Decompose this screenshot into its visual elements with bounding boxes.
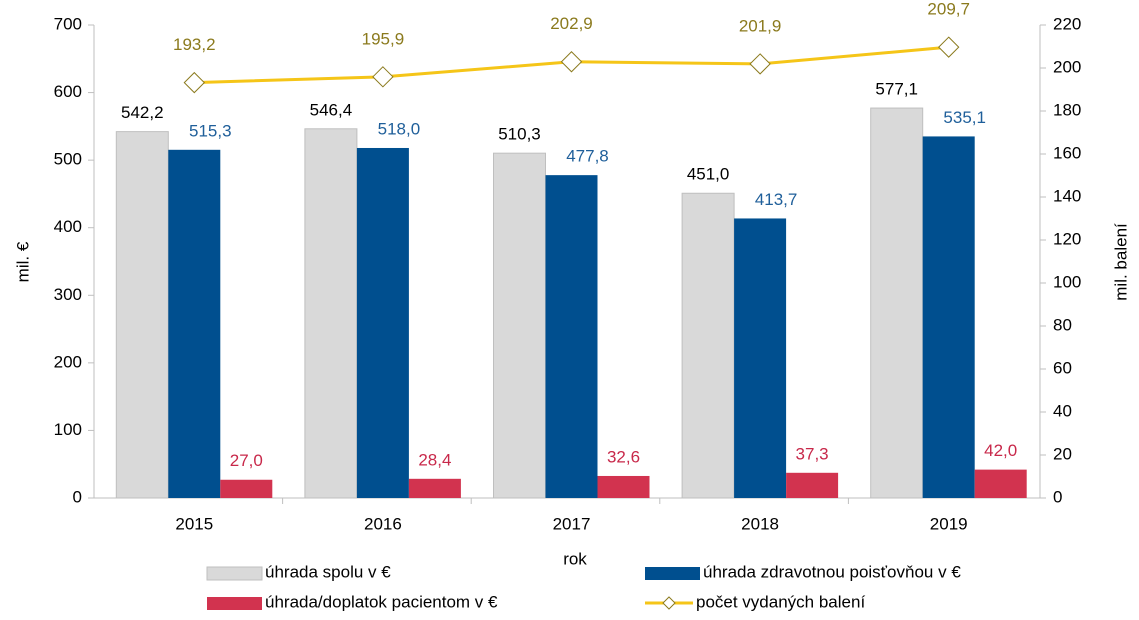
value-label: 546,4 (310, 100, 353, 119)
bar (870, 107, 924, 499)
value-label: 515,3 (189, 121, 232, 140)
y2-tick-label: 20 (1053, 444, 1072, 463)
legend-label: úhrada zdravotnou poisťovňou v € (703, 562, 961, 581)
y-tick-label: 500 (54, 150, 82, 169)
legend-swatch (206, 566, 263, 581)
legend-swatch (645, 567, 700, 580)
y2-tick-label: 160 (1053, 143, 1081, 162)
y2-tick-label: 120 (1053, 229, 1081, 248)
y2-axis-label: mil. balení (1111, 223, 1130, 301)
y-tick-label: 100 (54, 420, 82, 439)
marker (937, 36, 960, 58)
y2-tick-label: 80 (1053, 315, 1072, 334)
y2-tick-label: 140 (1053, 186, 1081, 205)
y-axis-label: mil. € (13, 241, 32, 282)
x-tick-label: 2017 (553, 514, 591, 533)
value-label: 542,2 (121, 103, 164, 122)
value-label: 209,7 (927, 0, 970, 19)
marker (560, 51, 583, 73)
value-label: 28,4 (418, 450, 451, 469)
y2-tick-label: 60 (1053, 358, 1072, 377)
marker (749, 53, 771, 75)
bar (220, 479, 273, 498)
legend-label: počet vydaných balení (696, 592, 865, 611)
bar (597, 475, 650, 498)
y-tick-label: 700 (54, 14, 82, 33)
y2-tick-label: 180 (1053, 100, 1081, 119)
bar (168, 149, 221, 498)
x-axis-label: rok (563, 549, 587, 568)
y2-tick-label: 200 (1053, 57, 1081, 76)
y2-tick-label: 220 (1053, 14, 1081, 33)
value-label: 451,0 (687, 165, 730, 184)
value-label: 477,8 (566, 147, 609, 166)
legend-marker (662, 596, 676, 610)
value-label: 577,1 (875, 80, 918, 99)
legend-label: úhrada/doplatok pacientom v € (265, 592, 498, 611)
value-label: 518,0 (378, 119, 421, 138)
x-tick-label: 2019 (930, 514, 968, 533)
y-tick-label: 600 (54, 82, 82, 101)
value-label: 201,9 (739, 16, 782, 35)
value-label: 27,0 (230, 451, 263, 470)
y-tick-label: 400 (54, 217, 82, 236)
bar (408, 478, 461, 498)
value-label: 535,1 (943, 108, 986, 127)
value-label: 195,9 (362, 29, 405, 48)
legend-swatch (207, 597, 262, 610)
bar (922, 136, 975, 498)
bar (115, 131, 169, 499)
value-label: 202,9 (550, 14, 593, 33)
marker (372, 66, 394, 88)
y2-tick-label: 100 (1053, 272, 1081, 291)
x-tick-label: 2018 (741, 514, 779, 533)
bar (786, 472, 839, 498)
bar (545, 175, 598, 498)
y-tick-label: 0 (73, 487, 82, 506)
y2-tick-label: 0 (1053, 487, 1062, 506)
value-label: 413,7 (755, 190, 798, 209)
value-label: 37,3 (796, 444, 829, 463)
value-label: 32,6 (607, 447, 640, 466)
value-label: 510,3 (498, 125, 541, 144)
bar (974, 469, 1027, 498)
x-tick-label: 2015 (175, 514, 213, 533)
bar (493, 152, 546, 499)
bar (356, 147, 409, 499)
value-label: 193,2 (173, 35, 216, 54)
bar (734, 218, 787, 498)
marker (183, 71, 206, 94)
value-label: 42,0 (984, 441, 1017, 460)
legend-label: úhrada spolu v € (265, 562, 391, 581)
y-tick-label: 200 (54, 352, 82, 371)
bar (681, 192, 735, 499)
y-tick-label: 300 (54, 285, 82, 304)
x-tick-label: 2016 (364, 514, 402, 533)
bar (304, 128, 358, 499)
y2-tick-label: 40 (1053, 401, 1072, 420)
